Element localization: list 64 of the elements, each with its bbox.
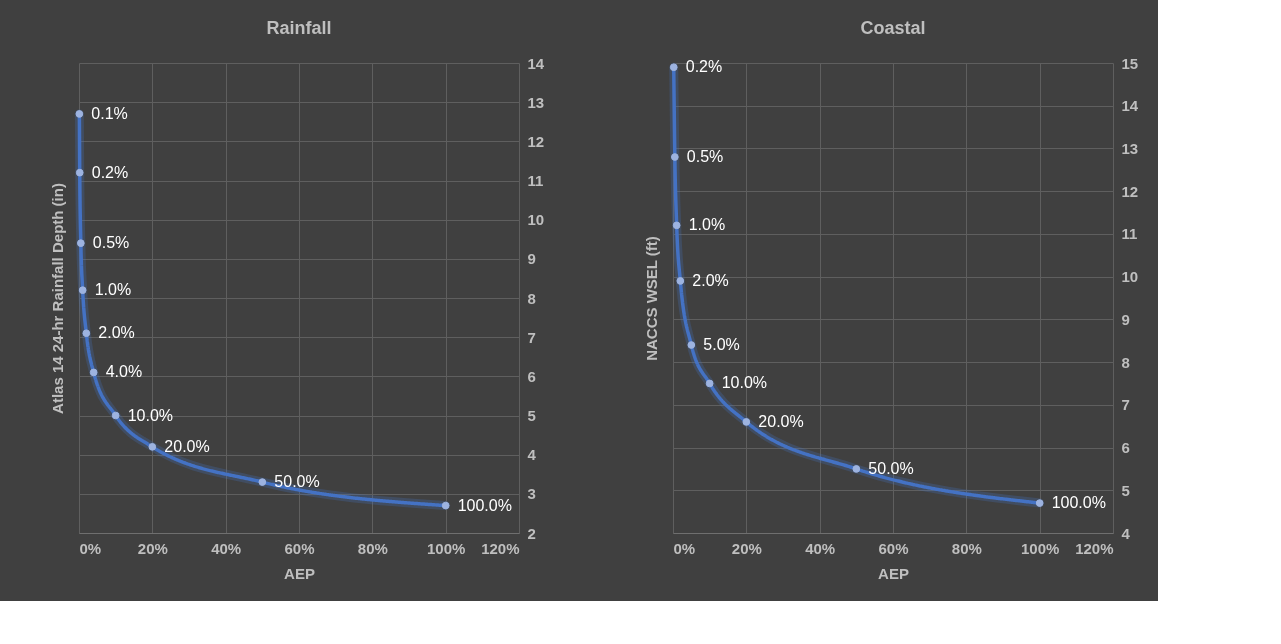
annotation: 1.0% xyxy=(688,216,726,234)
annotation: 10.0% xyxy=(721,374,768,392)
annotation: 20.0% xyxy=(164,437,210,455)
y-tick-label: 12 xyxy=(527,132,545,150)
annotation: 50.0% xyxy=(274,473,320,491)
y-tick-label: 7 xyxy=(1121,396,1130,414)
y-tick-label: 7 xyxy=(527,328,536,346)
x-tick-label: 100% xyxy=(426,539,466,557)
x-tick-label: 60% xyxy=(878,539,909,557)
y-tick-label: 13 xyxy=(527,93,545,111)
y-tick-label: 6 xyxy=(527,367,536,385)
x-tick-label: 120% xyxy=(481,539,520,557)
annotation: 5.0% xyxy=(703,336,740,353)
annotation: 10.0% xyxy=(127,406,174,424)
annotation: 2.0% xyxy=(692,271,729,289)
y-tick-label: 5 xyxy=(527,407,536,424)
y-tick-label: 9 xyxy=(527,250,536,268)
annotation: 2.0% xyxy=(98,324,135,342)
y-tick-label: 4 xyxy=(527,446,537,464)
x-tick-label: 100% xyxy=(1020,539,1060,557)
y-tick-label: 12 xyxy=(1121,182,1139,200)
y-tick-label: 11 xyxy=(1121,225,1138,243)
annotation: 0.2% xyxy=(91,163,129,181)
x-axis-title: AEP xyxy=(878,564,909,582)
chart-title: Coastal xyxy=(860,18,926,38)
y-tick-label: 5 xyxy=(1121,481,1130,499)
y-tick-label: 14 xyxy=(527,54,545,72)
x-tick-label: 60% xyxy=(284,539,315,557)
annotation: 50.0% xyxy=(868,459,914,477)
x-tick-label: 40% xyxy=(805,539,836,557)
annotation: 4.0% xyxy=(105,363,143,381)
y-tick-label: 10 xyxy=(1121,268,1139,286)
annotation: 0.5% xyxy=(686,148,724,165)
annotation: 20.0% xyxy=(758,412,804,430)
chart-title: Rainfall xyxy=(266,18,332,38)
y-tick-label: 6 xyxy=(1121,439,1130,457)
y-axis-title: Atlas 14 24-hr Rainfall Depth (in) xyxy=(48,183,66,414)
x-tick-label: 20% xyxy=(731,539,762,557)
annotation: 0.1% xyxy=(91,104,128,122)
x-tick-label: 0% xyxy=(673,539,696,557)
y-tick-label: 8 xyxy=(1121,353,1130,371)
y-tick-label: 2 xyxy=(527,524,536,542)
x-tick-label: 120% xyxy=(1075,539,1114,557)
x-tick-label: 80% xyxy=(951,539,982,557)
y-tick-label: 10 xyxy=(527,211,545,229)
y-tick-label: 8 xyxy=(527,289,536,307)
x-tick-label: 20% xyxy=(137,539,168,557)
annotation: 0.5% xyxy=(92,234,130,252)
y-axis-title: NACCS WSEL (ft) xyxy=(642,236,660,361)
y-tick-label: 14 xyxy=(1121,97,1139,115)
annotation: 100.0% xyxy=(1051,494,1106,512)
x-tick-label: 80% xyxy=(357,539,388,557)
annotation: 1.0% xyxy=(94,281,132,299)
x-tick-label: 40% xyxy=(211,539,242,557)
annotation: 100.0% xyxy=(457,496,512,514)
y-tick-label: 4 xyxy=(1121,524,1131,542)
annotation: 0.2% xyxy=(685,58,723,76)
x-axis-title: AEP xyxy=(284,564,315,582)
x-tick-label: 0% xyxy=(79,539,102,557)
y-tick-label: 9 xyxy=(1121,310,1130,328)
y-tick-label: 15 xyxy=(1121,54,1139,72)
y-tick-label: 11 xyxy=(527,172,544,189)
y-tick-label: 13 xyxy=(1121,139,1139,157)
y-tick-label: 3 xyxy=(527,485,536,503)
